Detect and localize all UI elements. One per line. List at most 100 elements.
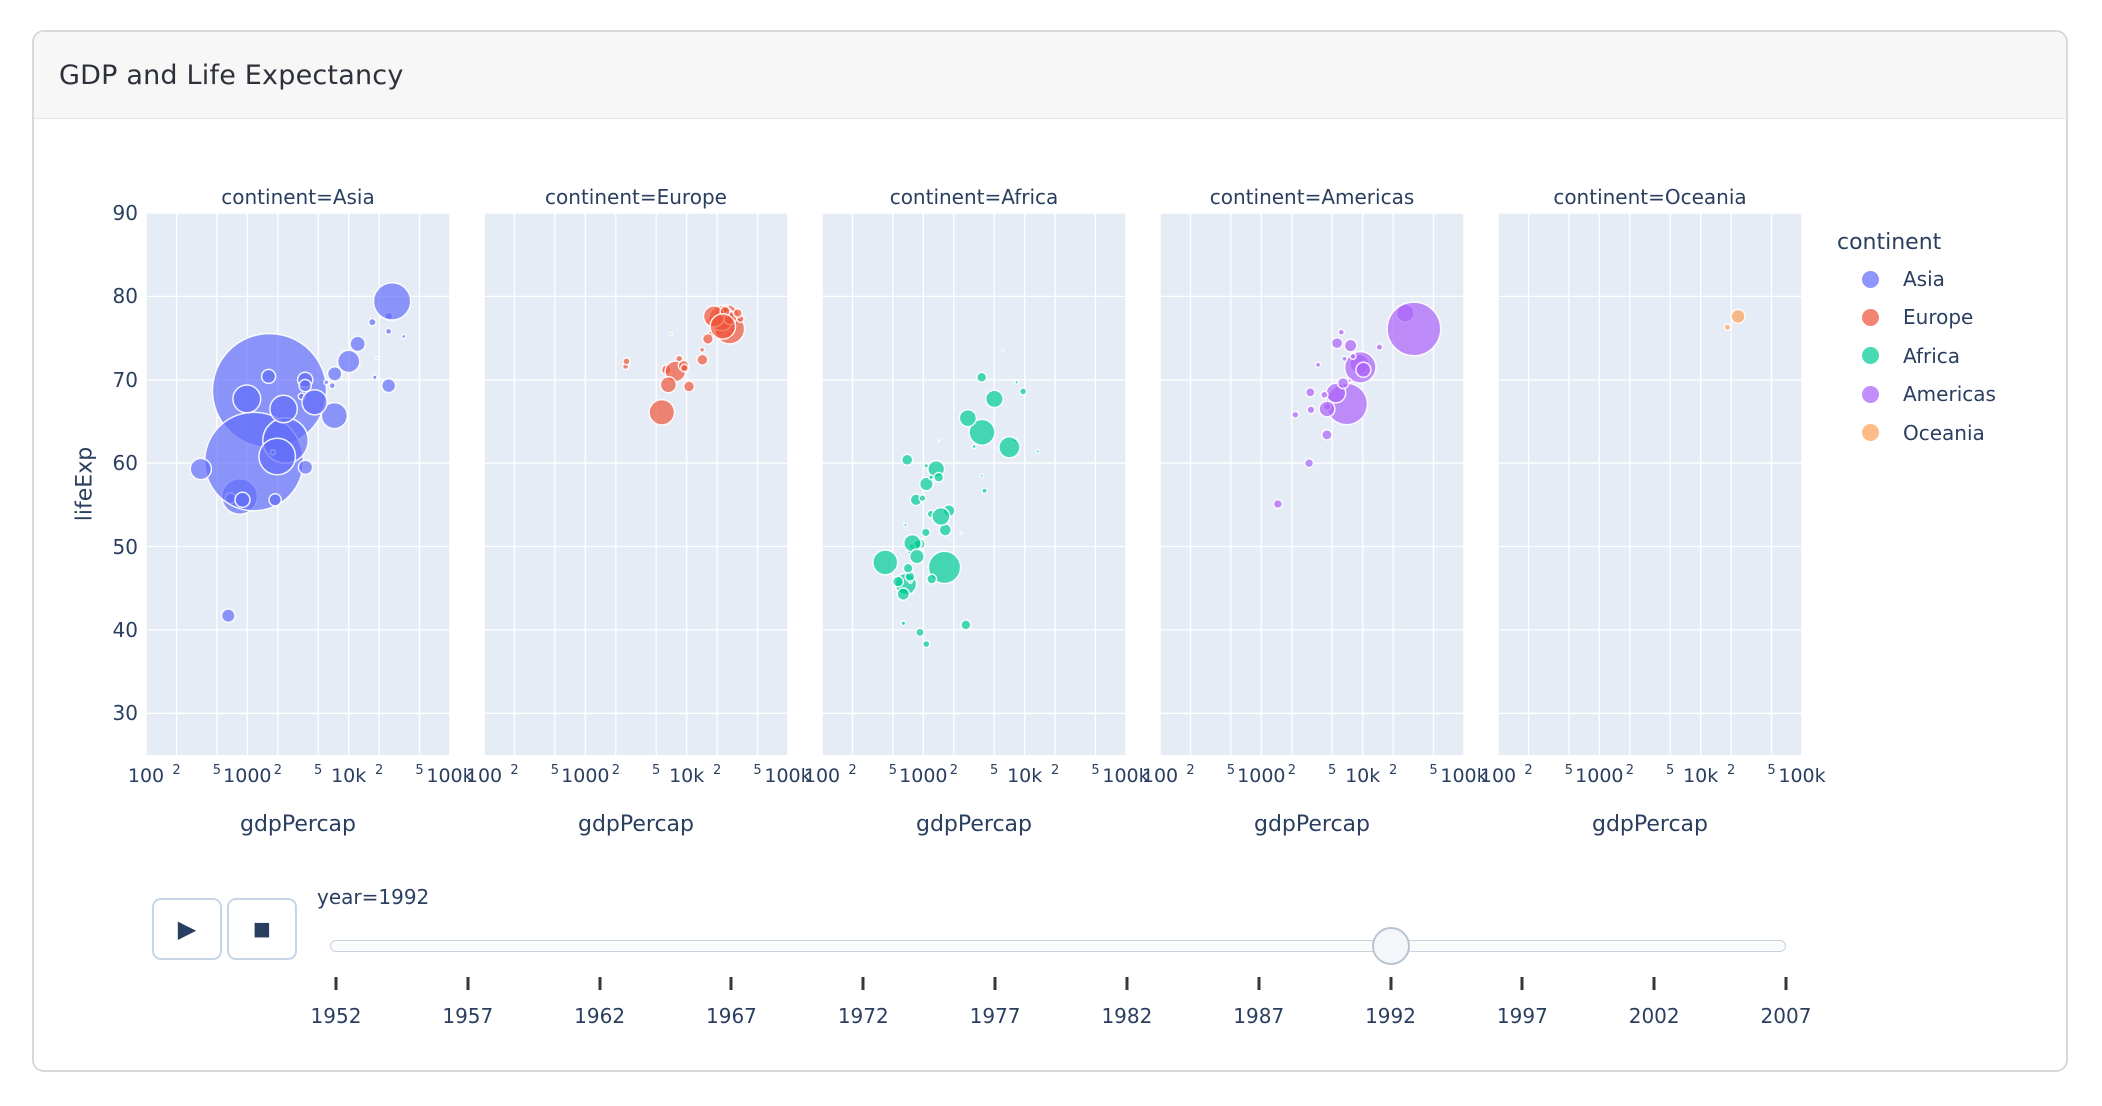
bubble-point[interactable] <box>1272 498 1284 510</box>
bubble-point[interactable] <box>232 384 262 414</box>
bubble-point[interactable] <box>896 587 911 601</box>
bubble-point[interactable] <box>268 492 282 507</box>
stop-button[interactable]: ■ <box>227 898 297 960</box>
bubble-point[interactable] <box>1347 378 1353 384</box>
bubble-point[interactable] <box>998 436 1021 459</box>
bubble-point[interactable] <box>872 549 899 576</box>
legend-item-africa[interactable]: Africa <box>1862 343 1960 369</box>
slider-step-1967[interactable]: 1967 <box>706 1004 757 1028</box>
bubble-point[interactable] <box>971 443 977 450</box>
slider-handle[interactable] <box>1371 927 1410 965</box>
bubble-point[interactable] <box>269 394 299 424</box>
bubble-point[interactable] <box>1375 343 1384 352</box>
bubble-point[interactable] <box>984 389 1004 409</box>
slider-step-2002[interactable]: 2002 <box>1628 1004 1680 1028</box>
bubble-point[interactable] <box>1341 355 1348 363</box>
legend-item-oceania[interactable]: Oceania <box>1862 420 1985 446</box>
bubble-point[interactable] <box>960 619 972 631</box>
bubble-point[interactable] <box>902 562 914 574</box>
bubble-point[interactable] <box>298 378 313 393</box>
bubble-point[interactable] <box>915 627 925 638</box>
bubble-point[interactable] <box>918 476 934 492</box>
bubble-point[interactable] <box>923 462 930 469</box>
bubble-point[interactable] <box>1018 387 1028 396</box>
bubble-point[interactable] <box>696 353 709 366</box>
bubble-point[interactable] <box>679 363 689 373</box>
bubble-point[interactable] <box>323 379 330 386</box>
bubble-point[interactable] <box>959 531 964 536</box>
bubble-point[interactable] <box>1314 361 1322 369</box>
bubble-point[interactable] <box>1321 428 1333 441</box>
bubble-point[interactable] <box>1337 328 1346 336</box>
bubble-point[interactable] <box>968 418 996 446</box>
bubble-point[interactable] <box>349 335 367 353</box>
bubble-point[interactable] <box>927 550 962 585</box>
bubble-point[interactable] <box>234 491 251 509</box>
bubble-point[interactable] <box>1320 390 1329 400</box>
bubble-point[interactable] <box>1330 336 1344 350</box>
bubble-point[interactable] <box>371 374 378 381</box>
bubble-point[interactable] <box>918 494 927 503</box>
bubble-point[interactable] <box>1349 352 1357 361</box>
bubble-point[interactable] <box>1303 458 1315 469</box>
bubble-point[interactable] <box>892 575 905 588</box>
bubble-point[interactable] <box>900 620 907 627</box>
slider-step-1982[interactable]: 1982 <box>1101 1004 1153 1028</box>
slider-step-1987[interactable]: 1987 <box>1233 1004 1285 1028</box>
bubble-point[interactable] <box>926 573 938 585</box>
bubble-point[interactable] <box>908 548 925 565</box>
slider-step-1952[interactable]: 1952 <box>310 1004 362 1028</box>
slider-step-1962[interactable]: 1962 <box>574 1004 626 1028</box>
bubble-point[interactable] <box>732 307 743 319</box>
bubble-point[interactable] <box>937 439 941 443</box>
bubble-point[interactable] <box>1035 449 1041 454</box>
slider-step-1977[interactable]: 1977 <box>969 1004 1021 1028</box>
bubble-point[interactable] <box>1304 386 1316 398</box>
bubble-point[interactable] <box>648 398 676 426</box>
legend-item-europe[interactable]: Europe <box>1862 304 1973 330</box>
bubble-point[interactable] <box>336 349 361 374</box>
bubble-point[interactable] <box>900 453 914 467</box>
bubble-point[interactable] <box>326 366 343 382</box>
slider-step-2007[interactable]: 2007 <box>1760 1004 1812 1028</box>
bubble-point[interactable] <box>958 408 978 428</box>
legend-item-americas[interactable]: Americas <box>1862 381 1996 407</box>
bubble-point[interactable] <box>301 388 328 416</box>
bubble-point[interactable] <box>1318 400 1336 418</box>
bubble-point[interactable] <box>701 332 714 345</box>
bubble-point[interactable] <box>367 317 377 327</box>
bubble-point[interactable] <box>1000 347 1005 352</box>
bubble-point[interactable] <box>902 522 908 528</box>
bubble-point[interactable] <box>220 608 236 624</box>
bubble-point[interactable] <box>1723 323 1732 332</box>
bubble-point[interactable] <box>659 376 678 394</box>
bubble-point[interactable] <box>1730 308 1746 325</box>
bubble-point[interactable] <box>933 471 945 483</box>
bubble-point[interactable] <box>258 437 297 476</box>
slider-step-1992[interactable]: 1992 <box>1365 1004 1416 1028</box>
bubble-point[interactable] <box>920 527 931 538</box>
legend-item-asia[interactable]: Asia <box>1862 266 1945 292</box>
bubble-point[interactable] <box>381 377 397 394</box>
bubble-point[interactable] <box>375 356 379 361</box>
bubble-point[interactable] <box>1355 361 1372 379</box>
slider-step-1997[interactable]: 1997 <box>1496 1004 1548 1028</box>
bubble-point[interactable] <box>1306 405 1316 415</box>
bubble-point[interactable] <box>1386 301 1442 357</box>
bubble-point[interactable] <box>320 401 349 430</box>
bubble-point[interactable] <box>709 312 737 340</box>
slider-step-1972[interactable]: 1972 <box>837 1004 889 1028</box>
bubble-point[interactable] <box>922 639 931 649</box>
bubble-point[interactable] <box>979 473 985 479</box>
bubble-point[interactable] <box>698 346 706 353</box>
bubble-point[interactable] <box>260 368 277 385</box>
slider-rail[interactable] <box>330 940 1786 952</box>
bubble-point[interactable] <box>297 459 314 476</box>
bubble-point[interactable] <box>931 506 951 527</box>
bubble-point[interactable] <box>1343 338 1358 353</box>
bubble-point[interactable] <box>1014 379 1020 385</box>
bubble-point[interactable] <box>384 327 393 336</box>
bubble-point[interactable] <box>981 487 988 495</box>
bubble-point[interactable] <box>622 357 631 366</box>
bubble-point[interactable] <box>927 474 935 481</box>
